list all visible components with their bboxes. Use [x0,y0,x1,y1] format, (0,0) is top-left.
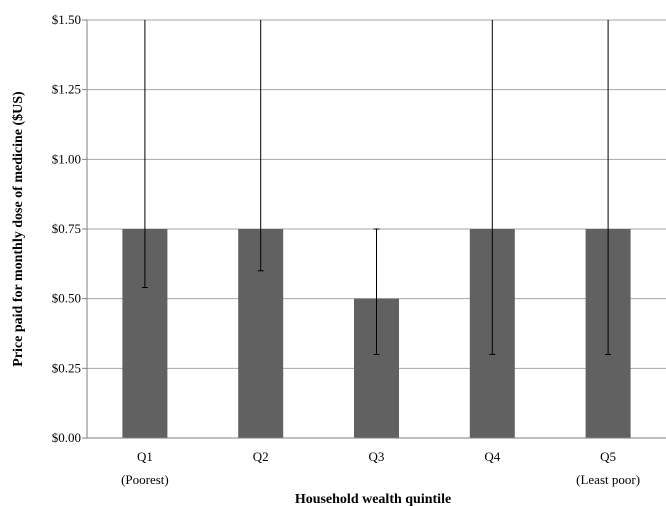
y-axis-title: Price paid for monthly dose of medicine … [11,91,26,367]
x-tick-labels: Q1 (Poorest) Q2 Q3 Q4 Q5 (Least poor) [121,449,640,487]
y-tick-label: $1.25 [52,82,81,97]
x-tick-label: Q2 [253,449,269,464]
x-tick-sublabel: (Poorest) [121,472,169,487]
x-tick-label: Q4 [484,449,500,464]
x-tick-sublabel: (Least poor) [576,472,640,487]
y-tick-label: $0.00 [52,430,81,445]
y-tick-label: $0.75 [52,221,81,236]
axes [82,19,666,439]
x-axis-title: Household wealth quintile [295,492,451,506]
y-tick-labels: $0.00 $0.25 $0.50 $0.75 $1.00 $1.25 $1.50 [52,12,81,445]
x-tick-label: Q1 [137,449,153,464]
y-tick-label: $1.50 [52,12,81,27]
y-tick-label: $0.25 [52,360,81,375]
x-tick-label: Q3 [369,449,385,464]
x-tick-label: Q5 [600,449,616,464]
y-tick-label: $1.00 [52,151,81,166]
error-bars [141,20,612,355]
y-tick-label: $0.50 [52,291,81,306]
